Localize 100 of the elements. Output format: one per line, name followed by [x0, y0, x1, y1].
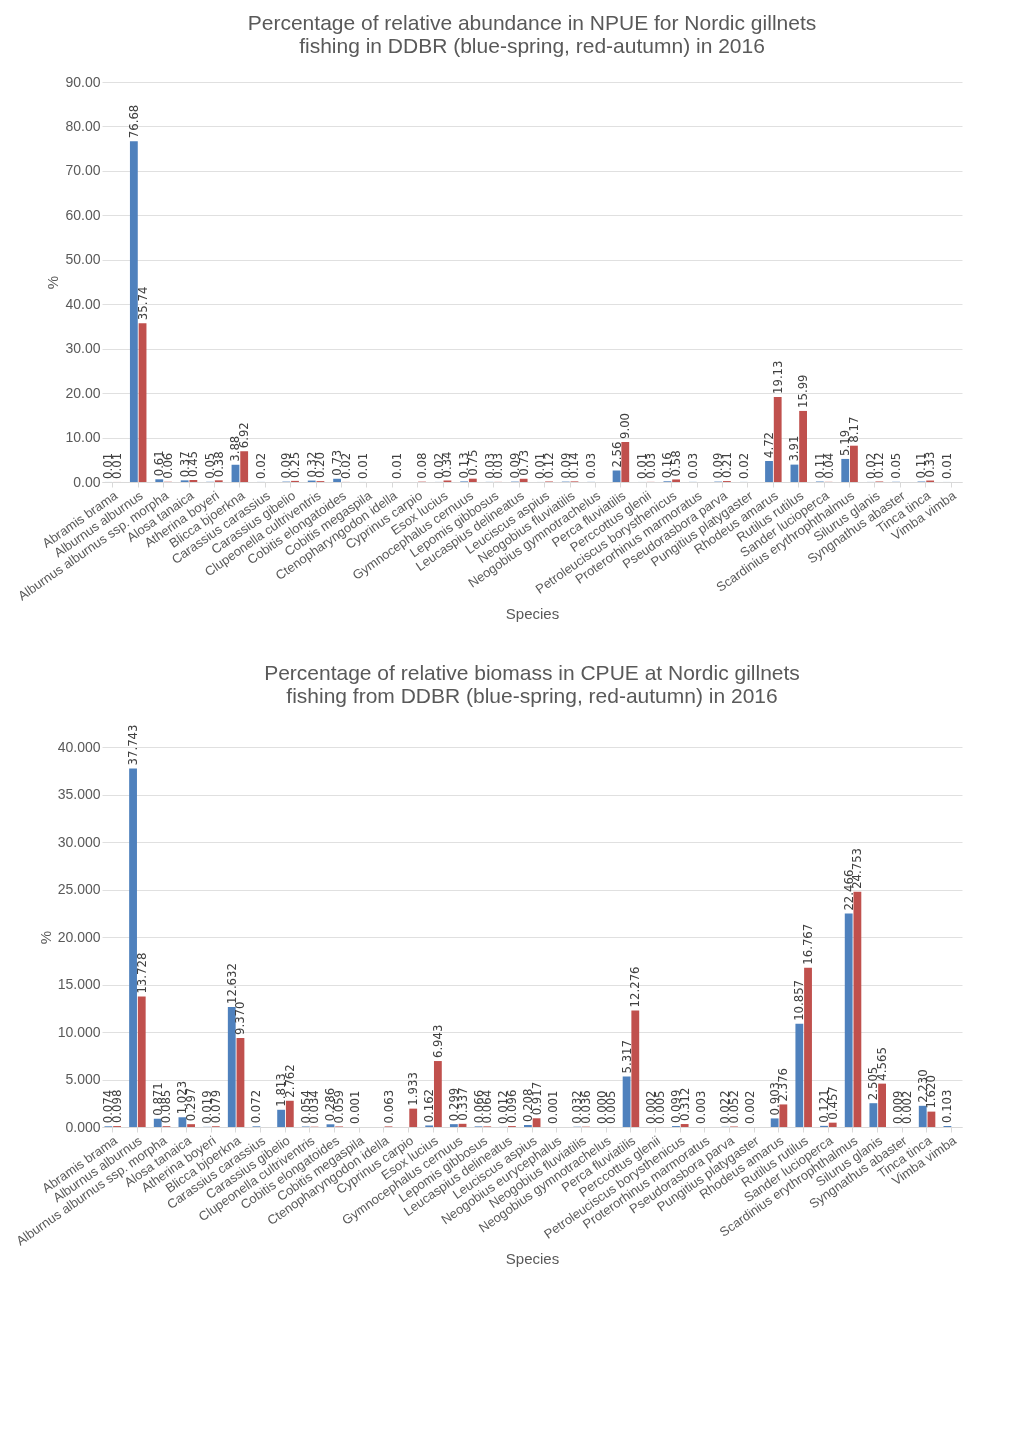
bar	[869, 1103, 878, 1127]
bar	[621, 442, 630, 482]
text: fishing in DDBR (blue-spring, red-autumn) in 2016	[299, 34, 765, 57]
bar	[519, 478, 528, 482]
y-tick-label: 15.000	[57, 976, 101, 992]
bar	[844, 913, 853, 1127]
bar	[779, 1104, 788, 1127]
bar	[765, 461, 773, 482]
y-tick-label: 90.00	[65, 73, 101, 90]
bar	[409, 1108, 418, 1127]
data-label: 15.99	[795, 374, 811, 408]
bar	[680, 1124, 689, 1127]
bar	[468, 478, 477, 482]
data-label: 0.003	[692, 1090, 708, 1124]
data-label: 0.001	[347, 1090, 363, 1124]
y-tick-label: 25.000	[57, 881, 101, 897]
bar	[236, 1037, 245, 1127]
bar	[850, 445, 858, 482]
text: Percentage of relative abundance in NPUE for Nordic gillnets	[247, 11, 817, 34]
bar	[137, 996, 146, 1127]
bar	[828, 1122, 837, 1127]
y-tick-label: 70.00	[65, 162, 101, 179]
bar	[841, 458, 850, 482]
bar	[853, 891, 862, 1127]
bar	[138, 323, 147, 482]
bar	[918, 1105, 927, 1127]
y-tick-label: 40.000	[57, 738, 101, 755]
bar	[153, 1118, 162, 1127]
data-label: 0.01	[354, 452, 370, 479]
data-label: 0.02	[252, 452, 268, 479]
text: Percentage of relative biomass in CPUE at Nordic gillnets	[264, 660, 800, 684]
data-label: 19.13	[769, 360, 785, 394]
bar	[878, 1083, 886, 1127]
y-tick-label: 5.000	[65, 1071, 101, 1087]
y-axis-title: %	[36, 930, 54, 945]
data-label: 0.002	[741, 1090, 757, 1124]
bar	[285, 1100, 294, 1127]
y-tick-label: 10.00	[65, 429, 101, 446]
data-label: 76.68	[125, 104, 141, 139]
data-label: 9.00	[617, 412, 633, 439]
data-label: 12.276	[627, 966, 643, 1008]
y-tick-label: 35.000	[57, 786, 101, 802]
data-label: 0.03	[684, 452, 700, 479]
bar	[227, 1007, 236, 1127]
bar	[326, 1124, 335, 1127]
data-label: 3.91	[786, 435, 802, 462]
bar	[333, 478, 342, 482]
data-label: 37.743	[125, 724, 141, 766]
data-label: 0.072	[248, 1089, 264, 1124]
data-label: 0.162	[421, 1088, 437, 1123]
x-axis-title: Species	[505, 1250, 560, 1268]
data-label: 0.01	[388, 452, 404, 479]
bar	[129, 141, 138, 482]
data-label: 6.943	[429, 1024, 445, 1059]
bar	[672, 479, 680, 482]
bar	[155, 479, 164, 482]
data-label: 16.767	[800, 923, 816, 965]
y-tick-label: 40.00	[65, 295, 101, 312]
y-tick-label: 0.00	[73, 473, 101, 490]
bar	[631, 1010, 640, 1127]
bar	[804, 967, 812, 1127]
data-label: 13.728	[133, 952, 149, 994]
bar	[433, 1061, 442, 1127]
x-axis-title: Species	[505, 605, 560, 623]
y-tick-label: 10.000	[57, 1023, 101, 1040]
y-tick-label: 0.000	[65, 1118, 101, 1135]
bar	[773, 396, 782, 482]
y-tick-label: 50.00	[65, 251, 101, 268]
data-label: 0.05	[888, 452, 904, 479]
bar	[277, 1109, 286, 1127]
data-label: 0.103	[939, 1089, 955, 1124]
bar	[129, 768, 137, 1127]
data-label: 10.857	[791, 979, 807, 1021]
data-label: 0.01	[938, 452, 954, 479]
data-label: 1.933	[405, 1072, 421, 1106]
y-tick-label: 30.00	[65, 340, 101, 357]
bar	[770, 1118, 779, 1127]
bar	[622, 1076, 631, 1127]
data-label: 0.02	[735, 452, 751, 479]
bar	[532, 1118, 541, 1127]
bar	[449, 1124, 458, 1127]
data-label: 0.08	[414, 452, 430, 479]
y-tick-label: 60.00	[65, 206, 101, 223]
bar	[795, 1023, 804, 1127]
y-tick-label: 20.000	[57, 928, 101, 945]
bar	[178, 1117, 187, 1127]
data-label: 0.001	[544, 1090, 560, 1124]
data-label: 2.56	[608, 441, 624, 468]
data-label: 0.063	[380, 1089, 396, 1124]
data-label: 4.72	[761, 431, 777, 459]
y-axis-title: %	[44, 275, 62, 290]
data-label: 9.370	[232, 1001, 248, 1035]
text: fishing from DDBR (blue-spring, red-autumn) in 2016	[286, 683, 778, 707]
y-tick-label: 80.00	[65, 117, 101, 134]
data-label: 5.317	[618, 1040, 634, 1074]
y-tick-label: 30.000	[57, 833, 101, 850]
bar	[187, 1124, 196, 1127]
y-tick-label: 20.00	[65, 384, 101, 401]
data-label: 0.03	[583, 452, 599, 479]
bar	[240, 451, 249, 482]
